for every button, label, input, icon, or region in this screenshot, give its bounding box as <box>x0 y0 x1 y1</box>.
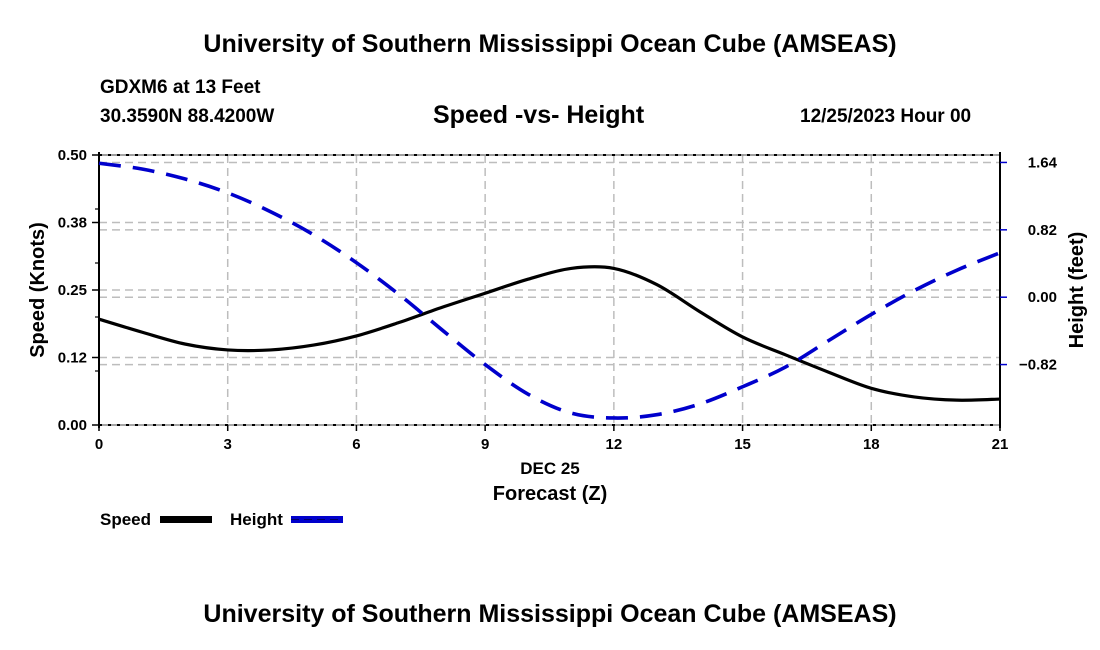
x-tick-label: 21 <box>992 436 1009 453</box>
y2-tick-label: 0.00 <box>1028 289 1057 306</box>
y2-tick-label: 0.82 <box>1028 222 1057 239</box>
x-axis-date-label: DEC 25 <box>520 459 580 478</box>
x-tick-label: 15 <box>734 436 751 453</box>
y-axis-label: Speed (Knots) <box>27 222 49 358</box>
station-label: GDXM6 at 13 Feet <box>100 77 261 98</box>
x-tick-label: 9 <box>481 436 489 453</box>
y-tick-label: 0.25 <box>58 282 87 299</box>
y2-tick-label: 1.64 <box>1028 154 1058 171</box>
axes <box>92 152 1007 431</box>
coordinates-label: 30.3590N 88.4200W <box>100 106 275 127</box>
y2-axis-label: Height (feet) <box>1066 232 1088 349</box>
page-title: University of Southern Mississippi Ocean… <box>203 30 897 58</box>
footer-title: University of Southern Mississippi Ocean… <box>203 600 897 628</box>
x-axis-label: Forecast (Z) <box>493 483 607 505</box>
y-tick-label: 0.12 <box>58 350 87 367</box>
tick-labels: 0 3 6 9 12 15 18 21 0.00 0.12 0.25 0.38 0.50 −0.82 0.0… <box>58 147 1058 453</box>
y2-tick-label: −0.82 <box>1019 357 1057 374</box>
x-tick-label: 12 <box>606 436 623 453</box>
series-layer <box>98 161 1001 420</box>
chart-title: Speed -vs- Height <box>433 101 645 129</box>
y-tick-label: 0.00 <box>58 417 87 434</box>
x-tick-label: 18 <box>863 436 880 453</box>
legend-swatch-speed <box>160 516 212 523</box>
legend-label-height: Height <box>230 510 283 529</box>
x-tick-label: 3 <box>224 436 232 453</box>
x-tick-label: 6 <box>352 436 360 453</box>
legend-label-speed: Speed <box>100 510 151 529</box>
y-tick-label: 0.50 <box>58 147 87 164</box>
y-tick-label: 0.38 <box>58 215 87 232</box>
series-line-speed <box>98 265 1001 402</box>
x-tick-label: 0 <box>95 436 103 453</box>
legend: Speed Height <box>100 510 343 529</box>
series-line-height <box>98 161 1001 420</box>
datetime-label: 12/25/2023 Hour 00 <box>800 106 972 127</box>
